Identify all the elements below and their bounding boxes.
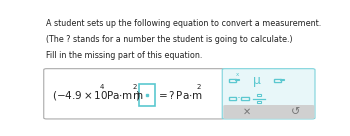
FancyBboxPatch shape (235, 79, 239, 80)
FancyBboxPatch shape (139, 84, 155, 106)
FancyBboxPatch shape (274, 79, 281, 82)
FancyBboxPatch shape (222, 69, 315, 119)
Text: Fill in the missing part of this equation.: Fill in the missing part of this equatio… (47, 51, 203, 60)
Text: 2: 2 (196, 84, 201, 90)
Text: μ: μ (253, 74, 261, 87)
Text: $\mathrm{Pa{\cdot}mm}$: $\mathrm{Pa{\cdot}mm}$ (106, 89, 143, 101)
Text: (The ? stands for a number the student is going to calculate.): (The ? stands for a number the student i… (47, 35, 293, 44)
Text: ✕: ✕ (243, 107, 251, 117)
FancyBboxPatch shape (257, 101, 261, 103)
Text: x: x (236, 72, 239, 78)
FancyBboxPatch shape (44, 69, 224, 119)
FancyBboxPatch shape (229, 79, 236, 82)
FancyBboxPatch shape (223, 105, 314, 119)
Text: $= ?\,\mathrm{Pa{\cdot}m}$: $= ?\,\mathrm{Pa{\cdot}m}$ (155, 89, 203, 101)
FancyBboxPatch shape (257, 94, 261, 96)
Text: ↺: ↺ (291, 107, 301, 117)
Text: A student sets up the following equation to convert a measurement.: A student sets up the following equation… (47, 19, 322, 28)
FancyBboxPatch shape (280, 79, 284, 80)
FancyBboxPatch shape (229, 97, 236, 100)
FancyBboxPatch shape (241, 97, 249, 100)
Text: ·: · (237, 92, 240, 105)
Text: 4: 4 (100, 84, 105, 90)
Text: 2: 2 (133, 84, 137, 90)
Text: ): ) (135, 90, 140, 100)
Text: $(-4.9\times10$: $(-4.9\times10$ (52, 89, 108, 102)
